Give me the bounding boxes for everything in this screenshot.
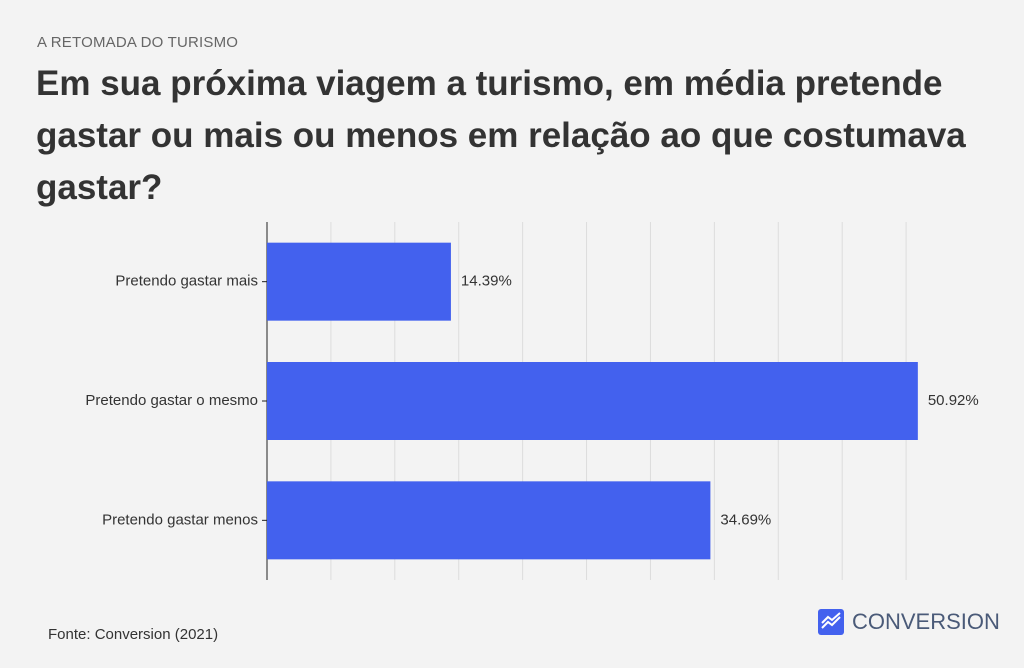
kicker: A RETOMADA DO TURISMO <box>37 34 239 51</box>
y-tick-label: Pretendo gastar mais <box>115 273 258 290</box>
source: Fonte: Conversion (2021) <box>48 626 219 643</box>
bar <box>267 481 711 560</box>
y-tick-label: Pretendo gastar menos <box>102 511 258 528</box>
chart-title: Em sua próxima viagem a turismo, em médi… <box>36 64 966 207</box>
value-label: 14.39% <box>461 273 512 290</box>
brand-icon <box>818 609 844 635</box>
bar <box>267 242 451 321</box>
y-tick-label: Pretendo gastar o mesmo <box>85 392 258 409</box>
value-label: 50.92% <box>928 392 979 409</box>
brand: CONVERSION <box>818 608 1000 636</box>
chart: Pretendo gastar mais 14.39% Pretendo gasta… <box>85 222 979 580</box>
brand-name: CONVERSION <box>852 609 1000 634</box>
bar <box>267 362 918 440</box>
value-label: 34.69% <box>720 511 771 528</box>
